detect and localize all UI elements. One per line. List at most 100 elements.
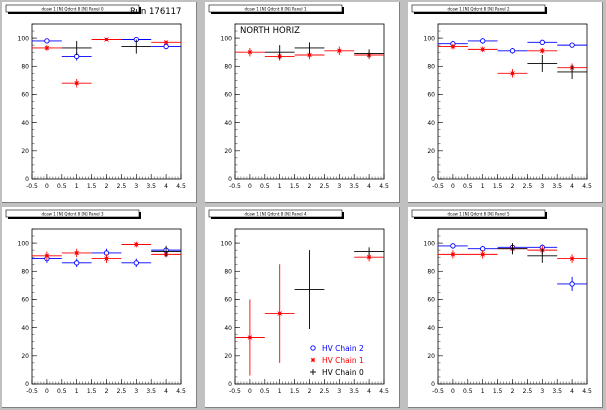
y-tick-label: 80 bbox=[427, 268, 435, 275]
panel-title: NORTH HORIZ bbox=[240, 26, 300, 36]
panel-1: dcaw 1 [N] Qdcnt 8 [N] Panel 0 Run 176117… bbox=[2, 2, 197, 203]
star-marker-stroke bbox=[247, 335, 253, 340]
data-point bbox=[497, 243, 528, 255]
data-point bbox=[467, 38, 498, 44]
y-tick-label: 0 bbox=[431, 381, 435, 388]
panel-6: dcaw 1 [N] Qdcnt 8 [N] Panel 5-0.5 0 0.5 1 1… bbox=[408, 207, 603, 408]
y-tick-label: 80 bbox=[224, 63, 232, 70]
star-marker-stroke bbox=[104, 256, 109, 261]
x-tick-label: 2 bbox=[511, 388, 515, 395]
y-tick-label: 60 bbox=[427, 297, 435, 304]
panel-2: dcaw 1 [N] Qdcnt 8 [N] Panel 1 NORTH HORI… bbox=[205, 2, 400, 203]
x-tick-label: 0 bbox=[248, 388, 252, 395]
data-point bbox=[294, 250, 325, 330]
data-point bbox=[467, 46, 498, 53]
x-tick-label: 4.5 bbox=[379, 388, 389, 395]
star-marker-stroke bbox=[247, 49, 253, 55]
data-point bbox=[235, 299, 265, 376]
star-marker-stroke bbox=[337, 48, 342, 54]
circle-marker bbox=[133, 260, 139, 266]
panel-header-box bbox=[208, 4, 343, 13]
y-tick-label: 20 bbox=[224, 148, 232, 155]
x-tick-label: 3.5 bbox=[146, 183, 156, 190]
x-tick-label: 4 bbox=[164, 388, 168, 395]
x-tick-label: 0 bbox=[45, 183, 49, 190]
panel-3: dcaw 1 [N] Qdcnt 8 [N] Panel 2-0.5 0 0.5 1 1… bbox=[408, 2, 603, 203]
star-marker-stroke bbox=[307, 52, 312, 58]
x-tick-label: 1.5 bbox=[290, 183, 300, 190]
y-tick-label: 80 bbox=[427, 63, 435, 70]
y-tick-label: 20 bbox=[427, 148, 435, 155]
data-point bbox=[61, 78, 92, 88]
data-point bbox=[354, 49, 384, 58]
x-tick-label: 3.5 bbox=[552, 388, 562, 395]
star-marker-stroke bbox=[74, 250, 79, 256]
circle-marker bbox=[509, 48, 516, 54]
data-point bbox=[324, 46, 355, 55]
panel-header-text: dcaw 1 [N] Qdcnt 8 [N] Panel 2 bbox=[447, 7, 509, 12]
y-tick-label: 60 bbox=[21, 297, 29, 304]
x-tick-label: 1 bbox=[481, 183, 485, 190]
x-tick-label: 2 bbox=[308, 183, 312, 190]
x-tick-label: 1 bbox=[481, 388, 485, 395]
data-point bbox=[438, 243, 468, 249]
x-tick-label: 0.5 bbox=[260, 183, 270, 190]
x-tick-label: 3 bbox=[134, 388, 138, 395]
x-tick-label: 4.5 bbox=[379, 183, 389, 190]
circle-marker bbox=[163, 43, 169, 50]
data-point bbox=[354, 247, 384, 256]
data-point bbox=[151, 245, 181, 258]
y-tick-label: 20 bbox=[21, 353, 29, 360]
data-point bbox=[438, 250, 468, 259]
data-point bbox=[438, 43, 468, 50]
x-tick-label: 2.5 bbox=[523, 388, 533, 395]
star-marker-stroke bbox=[74, 80, 79, 86]
panel-background bbox=[408, 2, 603, 203]
data-point bbox=[235, 47, 265, 57]
x-tick-label: 3 bbox=[540, 388, 544, 395]
x-tick-label: 0 bbox=[45, 388, 49, 395]
legend-label: HV Chain 2 bbox=[322, 344, 364, 353]
x-tick-label: 1 bbox=[278, 388, 282, 395]
x-tick-label: 2.5 bbox=[117, 388, 127, 395]
data-point bbox=[32, 38, 62, 44]
y-tick-label: 80 bbox=[224, 268, 232, 275]
x-tick-label: -0.5 bbox=[26, 183, 38, 190]
y-tick-label: 20 bbox=[21, 148, 29, 155]
y-tick-label: 40 bbox=[21, 325, 29, 332]
circle-marker bbox=[44, 38, 50, 44]
y-tick-label: 0 bbox=[431, 176, 435, 183]
star-marker-stroke bbox=[277, 311, 282, 316]
y-tick-label: 100 bbox=[18, 240, 30, 247]
data-point bbox=[557, 42, 587, 48]
data-point bbox=[121, 39, 152, 54]
x-tick-label: 2 bbox=[511, 183, 515, 190]
y-tick-label: 80 bbox=[21, 268, 29, 275]
panel-background bbox=[205, 207, 400, 408]
legend-label: HV Chain 0 bbox=[322, 368, 364, 377]
x-tick-label: 3 bbox=[540, 183, 544, 190]
circle-marker bbox=[569, 281, 575, 287]
y-tick-label: 0 bbox=[25, 381, 29, 388]
x-tick-label: 2.5 bbox=[523, 183, 533, 190]
x-tick-label: 2.5 bbox=[117, 183, 127, 190]
y-tick-label: 40 bbox=[427, 120, 435, 127]
data-point bbox=[557, 64, 587, 79]
x-tick-label: -0.5 bbox=[229, 183, 241, 190]
x-tick-label: 1 bbox=[75, 183, 79, 190]
y-tick-label: 40 bbox=[224, 120, 232, 127]
y-tick-label: 60 bbox=[21, 92, 29, 99]
x-tick-label: 4.5 bbox=[582, 183, 592, 190]
legend-star-stroke bbox=[310, 357, 316, 363]
panel-title: Run 176117 bbox=[130, 7, 181, 17]
y-tick-label: 0 bbox=[228, 176, 232, 183]
x-tick-label: 0.5 bbox=[57, 388, 67, 395]
data-point bbox=[527, 47, 558, 54]
y-tick-label: 60 bbox=[224, 297, 232, 304]
panel-header-box bbox=[5, 4, 140, 13]
data-point bbox=[61, 258, 92, 268]
data-point bbox=[527, 248, 558, 263]
x-tick-label: 3.5 bbox=[146, 388, 156, 395]
y-tick-label: 40 bbox=[224, 325, 232, 332]
